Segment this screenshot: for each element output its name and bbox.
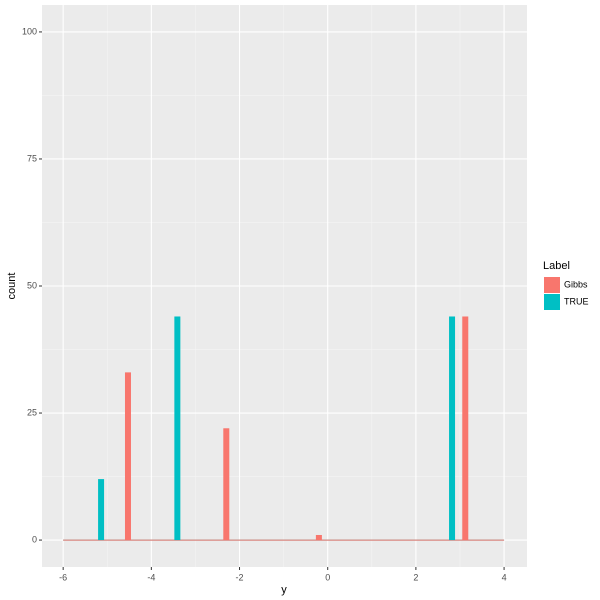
x-tick-label: 4: [502, 572, 507, 582]
bar: [124, 372, 131, 541]
legend-key: [544, 294, 560, 310]
bar: [174, 316, 181, 541]
y-tick-label: 100: [22, 26, 37, 36]
bar: [462, 316, 469, 541]
legend-key: [544, 277, 560, 293]
x-tick-label: -2: [236, 572, 244, 582]
x-tick-label: -6: [59, 572, 67, 582]
x-axis-label: y: [281, 584, 287, 596]
bar: [223, 428, 230, 541]
legend-title: Label: [543, 260, 570, 272]
x-tick-label: -4: [147, 572, 155, 582]
legend-label: Gibbs: [564, 279, 588, 289]
x-tick-label: 0: [325, 572, 330, 582]
y-tick-label: 75: [27, 153, 37, 163]
bar: [98, 479, 105, 541]
bar: [449, 316, 456, 541]
x-tick-label: 2: [413, 572, 418, 582]
bar: [315, 534, 322, 541]
y-tick-label: 25: [27, 407, 37, 417]
y-tick-label: 50: [27, 280, 37, 290]
y-axis-label: count: [6, 273, 18, 300]
y-tick-label: 0: [32, 534, 37, 544]
legend-label: TRUE: [564, 296, 589, 306]
